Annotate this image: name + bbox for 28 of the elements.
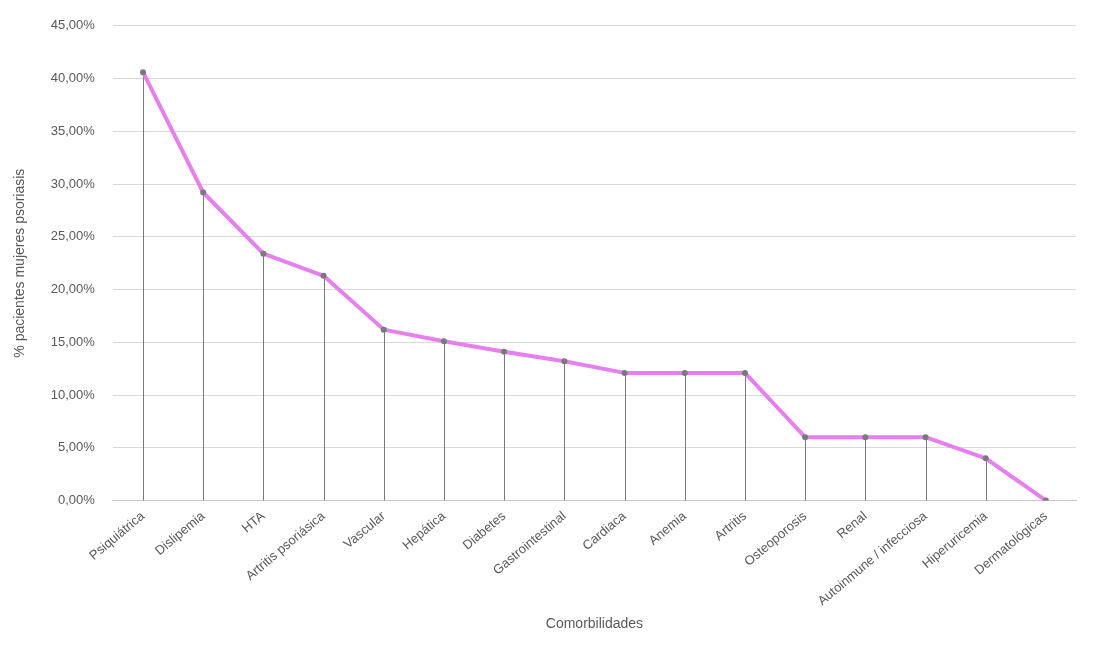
point [561, 358, 568, 365]
y-tick-label: 5,00% [58, 439, 96, 455]
point [802, 434, 809, 441]
y-axis-title: % pacientes mujeres psoriasis [11, 168, 28, 358]
point [922, 434, 929, 441]
x-axis-title: Comorbilidades [545, 615, 644, 632]
y-tick-label: 30,00% [50, 175, 96, 191]
point [320, 272, 327, 279]
y-tick-label: 45,00% [50, 17, 96, 33]
point [380, 326, 387, 333]
point [621, 369, 628, 376]
point [501, 348, 508, 355]
point [200, 189, 207, 196]
y-tick-label: 10,00% [50, 386, 96, 402]
x-tick-label: HTA [238, 507, 268, 536]
point [260, 250, 267, 257]
point [862, 434, 869, 441]
point [681, 369, 688, 376]
point [440, 338, 447, 345]
y-tick-label: 25,00% [50, 228, 96, 244]
point [982, 455, 989, 462]
point [741, 369, 748, 376]
y-tick-label: 40,00% [50, 70, 96, 86]
y-tick-label: 0,00% [58, 492, 96, 508]
point [139, 69, 146, 76]
y-tick-label: 15,00% [50, 333, 96, 349]
y-tick-label: 35,00% [50, 122, 96, 138]
y-tick-label: 20,00% [50, 281, 96, 297]
